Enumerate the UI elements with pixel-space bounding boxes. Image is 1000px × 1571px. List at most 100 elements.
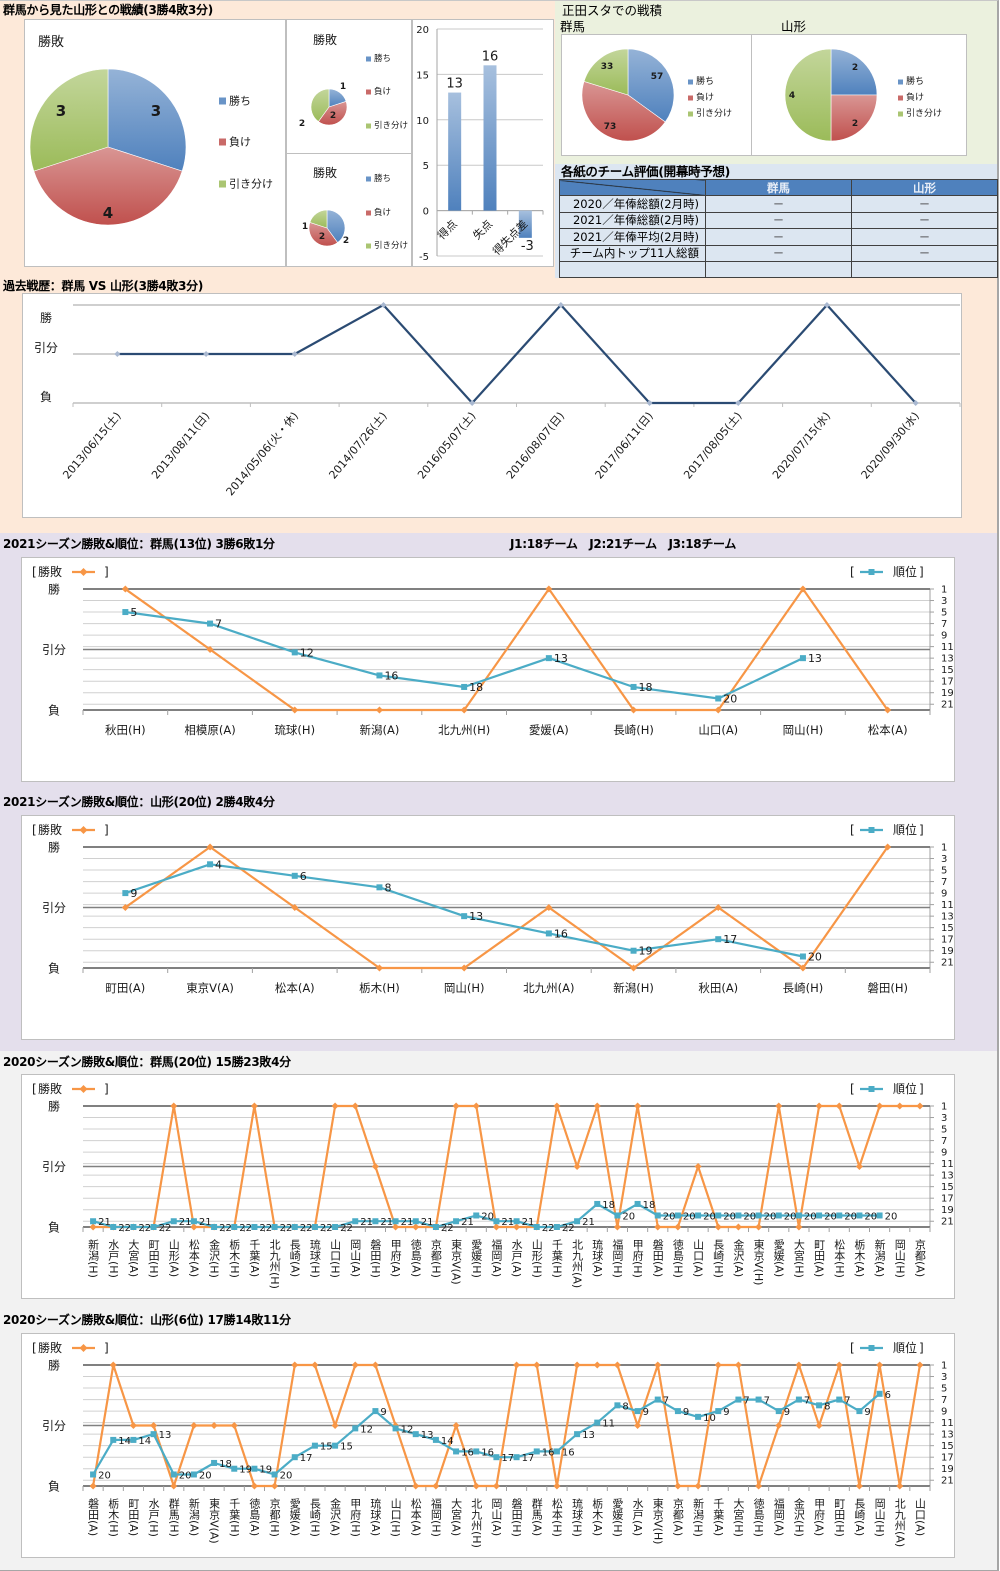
history-category-label: 2016/05/07(土) xyxy=(415,410,478,482)
pie-data-label-win: 3 xyxy=(151,102,161,120)
season2020-yamagata-title: 2020シーズン勝敗&順位：山形(6位) 17勝14敗11分 xyxy=(3,1313,291,1327)
rank-marker xyxy=(190,1471,197,1478)
rank-marker xyxy=(816,1402,823,1409)
result-marker xyxy=(472,1102,480,1110)
category-label: 大宮(H) xyxy=(732,1497,745,1537)
pie-data-label-win: 2 xyxy=(343,236,349,246)
category-label: 琉球(H) xyxy=(571,1497,584,1537)
rank-marker xyxy=(695,1212,702,1219)
result-marker xyxy=(876,1361,884,1369)
table-row: 2021／年俸総額(2月時) － － xyxy=(559,211,998,230)
rank-data-label: 21 xyxy=(421,1217,434,1228)
row-label: 2021／年俸平均(2月時) xyxy=(559,228,706,246)
category-label: 岡山(H) xyxy=(873,1498,886,1537)
pie-slice-loss xyxy=(830,94,878,142)
season2021-yamagata-title: 2021シーズン勝敗&順位：山形(20位) 2勝4敗4分 xyxy=(3,795,275,809)
result-marker xyxy=(674,1482,682,1490)
result-marker xyxy=(755,1482,763,1490)
rank-data-label: 18 xyxy=(469,681,483,694)
history-category-label: 2016/08/07(日) xyxy=(504,410,567,482)
category-label: 長崎(H) xyxy=(783,981,824,995)
category-label: 松本(H) xyxy=(550,1497,563,1537)
rank-marker xyxy=(876,1212,883,1219)
result-marker xyxy=(775,1102,783,1110)
rank-marker xyxy=(799,655,806,662)
rank-axis-label: 19 xyxy=(941,1205,954,1216)
rank-marker xyxy=(594,1419,601,1426)
result-axis-label: 勝 xyxy=(48,1358,60,1373)
result-marker xyxy=(170,1102,178,1110)
table-header-row: 群馬 山形 xyxy=(559,178,998,197)
history-category-label: 2014/07/26(土) xyxy=(326,410,389,482)
rank-data-label: 12 xyxy=(401,1424,414,1435)
rank-marker xyxy=(695,1413,702,1420)
legend-label-win: 勝ち xyxy=(696,75,714,87)
result-marker xyxy=(634,1102,642,1110)
row-label xyxy=(559,260,706,279)
legend-label-loss: 負け xyxy=(696,91,714,103)
rank-marker xyxy=(231,1465,238,1472)
rank-marker xyxy=(836,1396,843,1403)
result-axis-label: 勝 xyxy=(48,582,60,597)
rank-axis-label: 3 xyxy=(941,1372,947,1383)
rank-marker xyxy=(372,1218,379,1225)
legend-bracket-open: [ xyxy=(850,1341,855,1355)
rank-data-label: 9 xyxy=(723,1407,729,1418)
legend-bracket-open: [ xyxy=(32,1082,37,1096)
rank-marker xyxy=(799,953,806,960)
rank-data-label: 14 xyxy=(441,1436,454,1447)
pie-data-label-loss: 2 xyxy=(330,111,336,121)
result-marker xyxy=(190,1422,198,1429)
rank-data-label: 8 xyxy=(622,1401,628,1412)
category-label: 愛媛(H) xyxy=(611,1498,624,1537)
legend-swatch-win xyxy=(219,97,226,105)
category-label: 大宮(A) xyxy=(127,1238,140,1277)
history-series-line xyxy=(117,303,917,405)
result-marker xyxy=(855,1482,863,1490)
rank-data-label: 18 xyxy=(639,681,653,694)
category-label: 東京V(H) xyxy=(651,1498,664,1545)
table-row: チーム内トップ11人総額 － － xyxy=(559,244,998,262)
pie-slice-loss xyxy=(581,81,666,142)
category-label: 岡山(H) xyxy=(783,723,824,737)
legend-label-result: 勝敗 xyxy=(38,1081,62,1096)
category-label: 琉球(H) xyxy=(308,1238,321,1278)
rank-data-label: 14 xyxy=(138,1436,151,1447)
category-label: 岡山(H) xyxy=(893,1239,906,1278)
bar-y-tick-label: 5 xyxy=(423,161,429,172)
rank-data-label: 19 xyxy=(239,1465,252,1476)
history-title: 過去戦歴：群馬 VS 山形(3勝4敗3分) xyxy=(3,279,204,293)
rank-marker xyxy=(775,1408,782,1415)
result-marker xyxy=(432,1482,440,1490)
rank-data-label: 6 xyxy=(885,1390,891,1401)
result-marker xyxy=(815,1422,823,1429)
rank-marker xyxy=(735,1212,742,1219)
rank-axis-label: 17 xyxy=(941,935,954,946)
legend-rank: [順位] xyxy=(850,564,924,579)
result-marker xyxy=(835,1361,843,1369)
result-marker xyxy=(593,1361,601,1369)
rank-axis-label: 17 xyxy=(941,1453,954,1464)
category-label: 東京V(A) xyxy=(450,1239,463,1285)
rank-data-label: 20 xyxy=(683,1211,696,1222)
result-marker xyxy=(331,1422,339,1429)
rank-marker xyxy=(332,1224,339,1230)
rank-data-label: 17 xyxy=(522,1453,535,1464)
rank-marker xyxy=(412,1218,419,1225)
rank-data-label: 20 xyxy=(804,1211,817,1222)
rank-data-label: 21 xyxy=(380,1217,393,1228)
legend-swatch-loss xyxy=(366,210,371,216)
history-y-label: 勝 xyxy=(40,310,52,325)
pie-slice-draw xyxy=(784,48,832,142)
season-2020-section: 2020シーズン勝敗&順位：群馬(20位) 15勝23敗4分 1 3 5 7 9 11 13… xyxy=(0,1051,999,1571)
result-marker xyxy=(492,1223,500,1231)
pie-chart-title: 勝敗 xyxy=(313,32,337,47)
cell-yamagata: － xyxy=(851,195,998,213)
season-2021-section: 2021シーズン勝敗&順位：群馬(13位) 3勝6敗1分 J1:18チーム J2… xyxy=(0,533,999,1051)
rank-data-label: 7 xyxy=(743,1396,749,1407)
result-marker xyxy=(795,1223,803,1231)
result-marker xyxy=(375,964,383,972)
